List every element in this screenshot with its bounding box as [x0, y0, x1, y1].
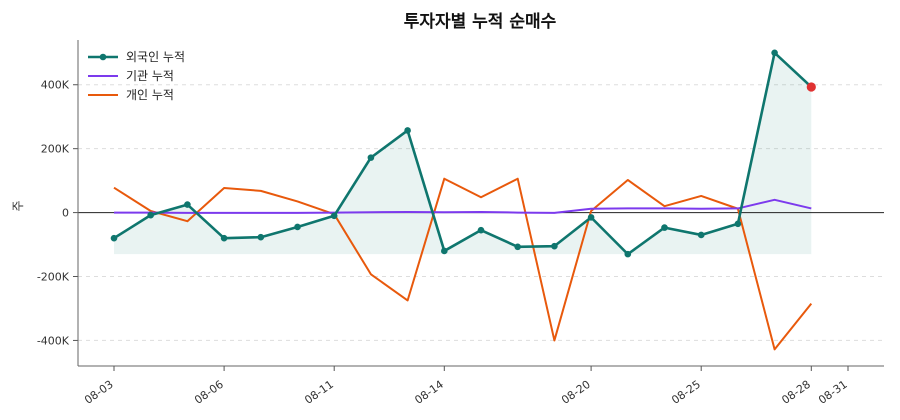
- x-tick-label: 08-28: [779, 378, 813, 407]
- x-tick-label: 08-14: [412, 378, 446, 407]
- series-0-point: [477, 226, 485, 234]
- legend-marker-0: [99, 53, 107, 61]
- y-tick-label: -200K: [37, 271, 70, 284]
- x-tick-label: 08-25: [669, 378, 703, 407]
- series-0-point: [184, 201, 191, 208]
- last-point-highlight: [806, 82, 816, 92]
- y-tick-label: 200K: [41, 143, 70, 156]
- series-0-point: [294, 223, 301, 231]
- x-tick-label: 08-06: [192, 378, 226, 407]
- series-0-point: [220, 234, 228, 242]
- y-tick-label: 0: [62, 207, 69, 220]
- series-0-line: [113, 51, 813, 256]
- chart-title: 투자자별 누적 순매수: [404, 12, 557, 32]
- x-tick-label: 08-31: [816, 378, 850, 407]
- series-0-point: [587, 214, 595, 221]
- series-1-line: [114, 198, 812, 214]
- legend-label-2: 개인 누적: [126, 88, 174, 102]
- x-tick-label: 08-20: [559, 378, 593, 407]
- series-layer: [110, 49, 816, 351]
- series-0-point: [257, 233, 265, 241]
- series-0-point: [514, 243, 521, 251]
- series-fill-area: [114, 52, 812, 255]
- series-0-point: [661, 224, 668, 231]
- series-0-point: [404, 127, 411, 134]
- series-0-point: [330, 212, 338, 220]
- series-0-point: [110, 234, 118, 242]
- grid-layer: [78, 84, 884, 341]
- x-tick-label: 08-03: [82, 378, 116, 407]
- series-0-point: [147, 211, 154, 219]
- x-tick-label: 08-11: [302, 378, 336, 407]
- y-tick-label: -400K: [37, 334, 70, 347]
- series-0-point: [697, 231, 705, 239]
- legend-label-0: 외국인 누적: [126, 50, 185, 64]
- series-0-point: [734, 220, 742, 228]
- series-0-point: [771, 49, 778, 57]
- y-tick-label: 400K: [41, 79, 70, 92]
- y-axis-label: 주: [11, 200, 25, 211]
- series-0-point: [441, 247, 448, 255]
- series-0-point: [624, 250, 632, 258]
- fill-layer: [114, 52, 812, 255]
- series-2-line: [113, 177, 813, 351]
- series-0-point: [551, 242, 558, 250]
- series-0-point: [367, 154, 375, 161]
- legend-label-1: 기관 누적: [126, 69, 174, 83]
